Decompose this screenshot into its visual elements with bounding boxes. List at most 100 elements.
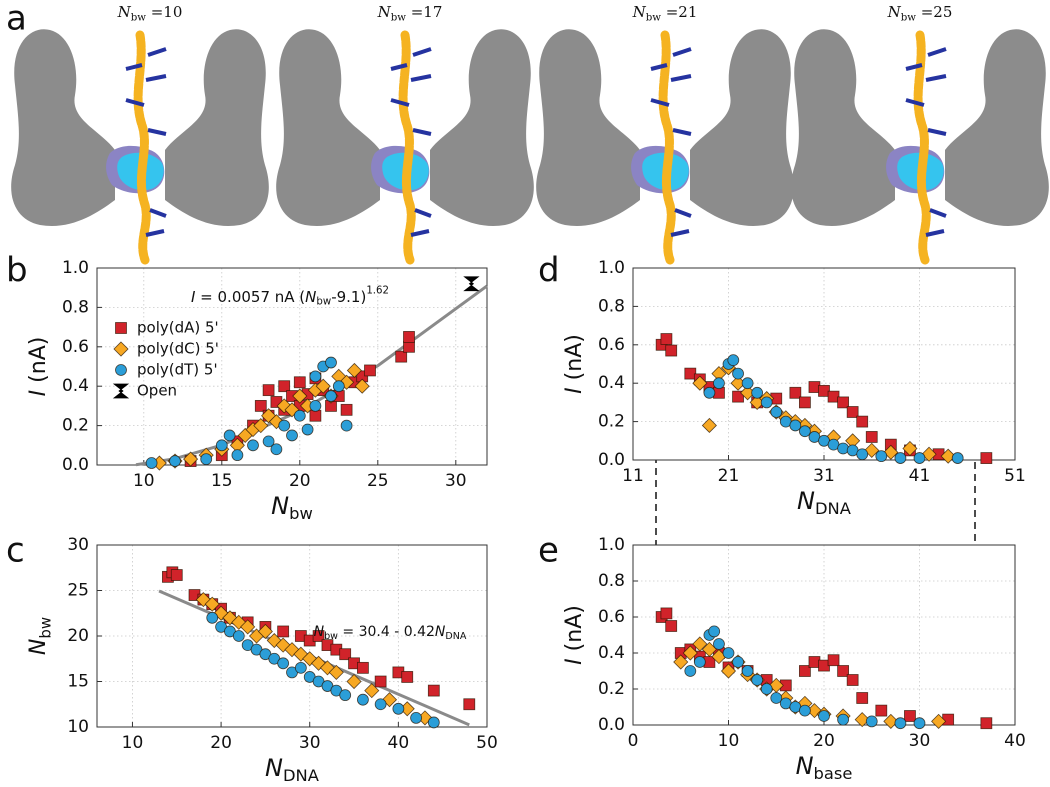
text-segment: N	[265, 754, 283, 782]
legend-item: poly(dA) 5'	[115, 319, 219, 337]
point	[262, 435, 275, 448]
point	[183, 451, 199, 467]
point	[294, 661, 307, 674]
point	[789, 419, 802, 432]
point	[319, 660, 336, 676]
point	[311, 655, 327, 671]
x-tick-label: 20	[813, 731, 835, 751]
plot-frame	[96, 544, 488, 728]
point	[837, 442, 849, 455]
point	[770, 406, 783, 418]
point	[875, 450, 888, 463]
y-tick-label: 0.0	[598, 450, 625, 470]
text-segment: = 30.4 - 0.42	[338, 624, 435, 640]
point	[374, 698, 387, 711]
point	[364, 683, 380, 699]
rich-text: I (nA)	[562, 334, 587, 394]
point	[799, 396, 811, 409]
point	[395, 350, 408, 363]
point	[727, 354, 740, 367]
text-segment: N	[377, 3, 392, 21]
point	[732, 390, 744, 403]
point	[204, 596, 220, 612]
panel-label: d	[538, 251, 560, 291]
point	[854, 712, 870, 728]
point	[732, 656, 744, 668]
point	[309, 370, 322, 383]
point	[195, 592, 211, 608]
point	[703, 386, 716, 399]
point	[325, 356, 337, 369]
text-segment: N	[796, 752, 814, 780]
point	[741, 377, 754, 390]
point	[254, 399, 267, 412]
point	[277, 625, 290, 638]
point	[980, 452, 993, 464]
point	[913, 717, 926, 730]
point	[660, 333, 673, 345]
x-tick-label: 21	[718, 466, 740, 486]
y-tick-label: 25	[67, 581, 89, 601]
x-tick-label: 40	[388, 733, 410, 753]
point	[357, 693, 369, 706]
text-segment: N	[314, 624, 325, 640]
legend-swatch	[115, 322, 127, 334]
y-tick-label: 30	[67, 535, 89, 555]
point	[760, 396, 773, 409]
rich-text: Nbw =21	[632, 3, 698, 24]
y-tick-label: 0.8	[598, 571, 625, 591]
y-tick-label: 0.0	[598, 715, 625, 735]
panel-label: a	[6, 0, 27, 39]
point	[837, 396, 849, 409]
text-segment: = 0.0057 nA (	[195, 288, 305, 306]
plot: 11 21 31 41 51 0.0 0.2 0.4 0.6 0.8 1.0	[598, 258, 1026, 486]
y-tick-label: 0.6	[598, 335, 625, 355]
pore-image	[536, 29, 794, 260]
point	[309, 399, 322, 412]
panel-label: e	[538, 531, 559, 571]
y-tick-label: 0.8	[598, 296, 625, 316]
y-tick-label: 0.4	[62, 376, 89, 396]
y-tick-label: 20	[67, 626, 89, 646]
plot-frame	[632, 544, 1016, 726]
rich-text: Nbw	[271, 492, 313, 523]
rich-text: Nbw =17	[377, 3, 443, 24]
point	[286, 429, 298, 442]
legend-label: Open	[137, 382, 177, 400]
point	[904, 710, 916, 722]
point	[410, 712, 422, 724]
point	[364, 364, 376, 377]
text-segment: I	[26, 390, 51, 397]
text-segment: bw	[316, 297, 331, 308]
panel-label: c	[6, 531, 25, 571]
plot-frame	[632, 267, 1016, 461]
point	[339, 689, 352, 702]
y-tick-label: 1.0	[598, 535, 625, 555]
text-segment: base	[814, 764, 853, 783]
point	[799, 704, 811, 717]
point	[665, 620, 678, 632]
text-segment: =21	[661, 3, 697, 21]
point	[293, 376, 306, 389]
point	[660, 607, 673, 620]
y-tick-label: 1.0	[62, 258, 89, 278]
text-segment: bw	[289, 504, 313, 523]
legend-item: poly(dC) 5'	[113, 340, 219, 358]
text-segment: bw	[131, 13, 147, 24]
point	[266, 632, 282, 649]
point	[215, 439, 228, 452]
point	[293, 646, 309, 662]
point	[222, 610, 238, 626]
y-tick-label: 0.6	[62, 337, 89, 357]
panel-label: b	[6, 251, 28, 291]
point	[902, 440, 918, 457]
rich-text: NDNA	[265, 754, 320, 785]
x-tick-label: 50	[476, 733, 498, 753]
point	[846, 674, 859, 686]
point	[346, 673, 362, 690]
point	[170, 569, 183, 581]
point	[278, 419, 291, 432]
point	[328, 664, 344, 680]
point	[340, 403, 353, 416]
rich-text: I = 0.0057 nA (Nbw-9.1)1.62	[191, 285, 389, 307]
